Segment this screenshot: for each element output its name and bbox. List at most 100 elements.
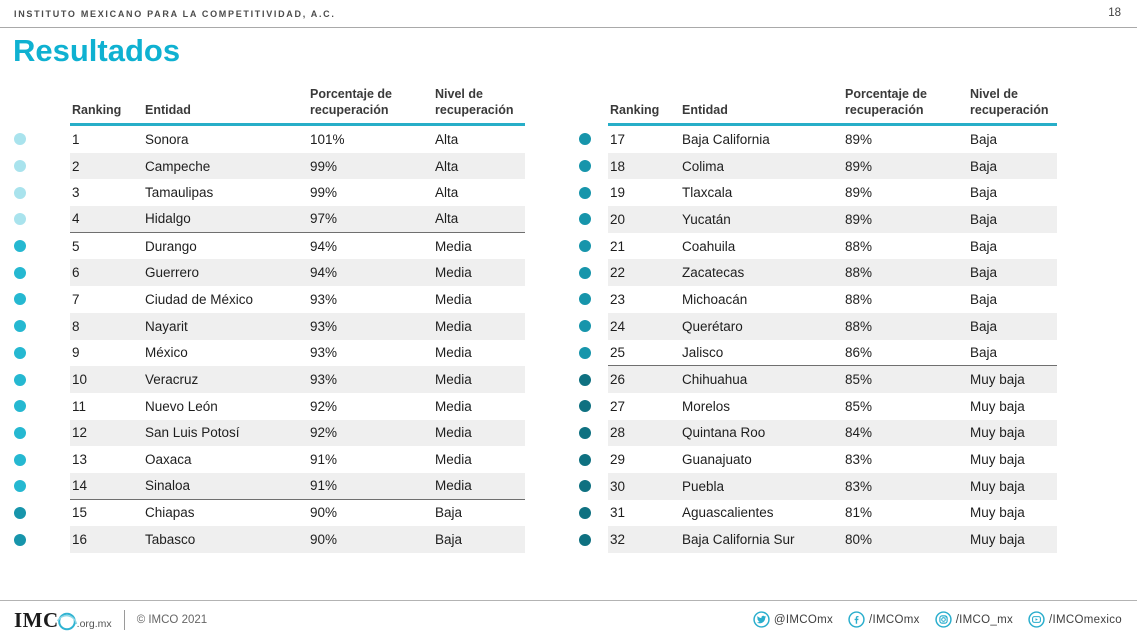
cell-porcentaje: 99% bbox=[310, 158, 338, 174]
cell-porcentaje: 94% bbox=[310, 238, 338, 254]
level-bullet-icon bbox=[579, 373, 591, 386]
cell-ranking: 21 bbox=[610, 238, 626, 254]
cell-entidad: Nayarit bbox=[145, 318, 188, 334]
table-row: 13 Oaxaca 91% Media bbox=[8, 446, 525, 473]
youtube-icon bbox=[1028, 611, 1045, 628]
imco-logo-o-icon bbox=[56, 612, 77, 631]
page-number: 18 bbox=[1108, 7, 1121, 19]
cell-entidad: Colima bbox=[682, 158, 725, 174]
table-row: 15 Chiapas 90% Baja bbox=[8, 500, 525, 527]
level-bullet-icon bbox=[579, 480, 591, 493]
cell-nivel: Alta bbox=[435, 131, 459, 147]
cell-porcentaje: 97% bbox=[310, 211, 338, 227]
cell-entidad: Nuevo León bbox=[145, 398, 218, 414]
table-row: 5 Durango 94% Media bbox=[8, 233, 525, 260]
cell-ranking: 22 bbox=[610, 265, 626, 281]
level-bullet-icon bbox=[579, 533, 591, 546]
cell-entidad: Michoacán bbox=[682, 291, 748, 307]
cell-nivel: Baja bbox=[970, 211, 998, 227]
table-row: 18 Colima 89% Baja bbox=[572, 152, 1057, 180]
cell-nivel: Baja bbox=[970, 185, 998, 201]
cell-porcentaje: 84% bbox=[845, 425, 873, 441]
cell-ranking: 19 bbox=[610, 185, 626, 201]
cell-entidad: Tlaxcala bbox=[682, 185, 733, 201]
level-bullet-icon bbox=[14, 293, 26, 306]
table-row: 27 Morelos 85% Muy baja bbox=[572, 393, 1057, 420]
twitter-icon bbox=[753, 611, 770, 628]
cell-porcentaje: 90% bbox=[310, 505, 338, 521]
cell-entidad: Coahuila bbox=[682, 238, 736, 254]
cell-ranking: 9 bbox=[72, 345, 80, 361]
cell-porcentaje: 93% bbox=[310, 372, 338, 388]
bullet-column-spacer bbox=[572, 84, 608, 126]
cell-ranking: 16 bbox=[72, 532, 88, 548]
cell-porcentaje: 92% bbox=[310, 425, 338, 441]
table-row: 24 Querétaro 88% Baja bbox=[572, 312, 1057, 340]
cell-entidad: Morelos bbox=[682, 398, 731, 414]
level-bullet-icon bbox=[579, 160, 591, 173]
col-header-entidad: Entidad bbox=[145, 102, 191, 117]
table-row: 21 Coahuila 88% Baja bbox=[572, 233, 1057, 260]
cell-ranking: 25 bbox=[610, 344, 626, 360]
cell-porcentaje: 89% bbox=[845, 158, 873, 174]
level-bullet-icon bbox=[14, 240, 26, 253]
cell-porcentaje: 88% bbox=[845, 318, 873, 334]
top-bar: INSTITUTO MEXICANO PARA LA COMPETITIVIDA… bbox=[0, 0, 1137, 28]
cell-ranking: 31 bbox=[610, 505, 626, 521]
table-row: 7 Ciudad de México 93% Media bbox=[8, 286, 525, 313]
cell-entidad: Querétaro bbox=[682, 318, 743, 334]
cell-entidad: Aguascalientes bbox=[682, 505, 774, 521]
cell-entidad: Baja California bbox=[682, 131, 770, 147]
cell-porcentaje: 93% bbox=[310, 318, 338, 334]
cell-nivel: Baja bbox=[970, 131, 998, 147]
cell-entidad: Puebla bbox=[682, 478, 725, 494]
table-row: 29 Guanajuato 83% Muy baja bbox=[572, 446, 1057, 473]
cell-nivel: Media bbox=[435, 425, 472, 441]
level-bullet-icon bbox=[579, 320, 591, 333]
cell-nivel: Baja bbox=[970, 344, 998, 360]
cell-entidad: Quintana Roo bbox=[682, 425, 766, 441]
cell-nivel: Baja bbox=[970, 318, 998, 334]
org-name: INSTITUTO MEXICANO PARA LA COMPETITIVIDA… bbox=[14, 9, 336, 19]
level-bullet-icon bbox=[14, 533, 26, 546]
table-row: 16 Tabasco 90% Baja bbox=[8, 526, 525, 553]
cell-entidad: Ciudad de México bbox=[145, 291, 254, 307]
cell-ranking: 20 bbox=[610, 211, 626, 227]
social-links: @IMCOmx /IMCOmx /IMCO_mx /IMC bbox=[753, 611, 1122, 628]
footer-vertical-divider bbox=[123, 610, 125, 630]
cell-entidad: Tamaulipas bbox=[145, 185, 214, 201]
cell-nivel: Baja bbox=[970, 265, 998, 281]
table-row: 4 Hidalgo 97% Alta bbox=[8, 206, 525, 233]
table-row: 25 Jalisco 86% Baja bbox=[572, 340, 1057, 367]
table-row: 6 Guerrero 94% Media bbox=[8, 259, 525, 287]
cell-ranking: 17 bbox=[610, 131, 626, 147]
cell-entidad: Hidalgo bbox=[145, 211, 191, 227]
cell-entidad: Sinaloa bbox=[145, 478, 191, 494]
imco-logo-suffix: .org.mx bbox=[76, 618, 112, 630]
cell-nivel: Media bbox=[435, 265, 472, 281]
col-header-porcentaje: Porcentaje de recuperación bbox=[310, 86, 392, 117]
cell-porcentaje: 83% bbox=[845, 452, 873, 468]
cell-ranking: 13 bbox=[72, 452, 88, 468]
cell-nivel: Alta bbox=[435, 185, 459, 201]
cell-nivel: Media bbox=[435, 478, 472, 494]
table-row: 26 Chihuahua 85% Muy baja bbox=[572, 366, 1057, 393]
imco-logo: IMC .org.mx bbox=[14, 608, 112, 632]
cell-nivel: Media bbox=[435, 291, 472, 307]
cell-porcentaje: 93% bbox=[310, 345, 338, 361]
cell-ranking: 26 bbox=[610, 372, 626, 388]
copyright-text: © IMCO 2021 bbox=[136, 614, 208, 626]
table-row: 30 Puebla 83% Muy baja bbox=[572, 472, 1057, 500]
cell-nivel: Baja bbox=[435, 532, 463, 548]
cell-porcentaje: 88% bbox=[845, 238, 873, 254]
level-bullet-icon bbox=[579, 266, 591, 279]
cell-nivel: Media bbox=[435, 452, 472, 468]
bullet-column-spacer bbox=[8, 84, 70, 126]
table-row: 32 Baja California Sur 80% Muy baja bbox=[572, 526, 1057, 553]
cell-nivel: Media bbox=[435, 345, 472, 361]
social-handle: /IMCOmexico bbox=[1049, 613, 1122, 626]
cell-entidad: Tabasco bbox=[145, 532, 196, 548]
table-row: 28 Quintana Roo 84% Muy baja bbox=[572, 419, 1057, 447]
cell-porcentaje: 93% bbox=[310, 291, 338, 307]
